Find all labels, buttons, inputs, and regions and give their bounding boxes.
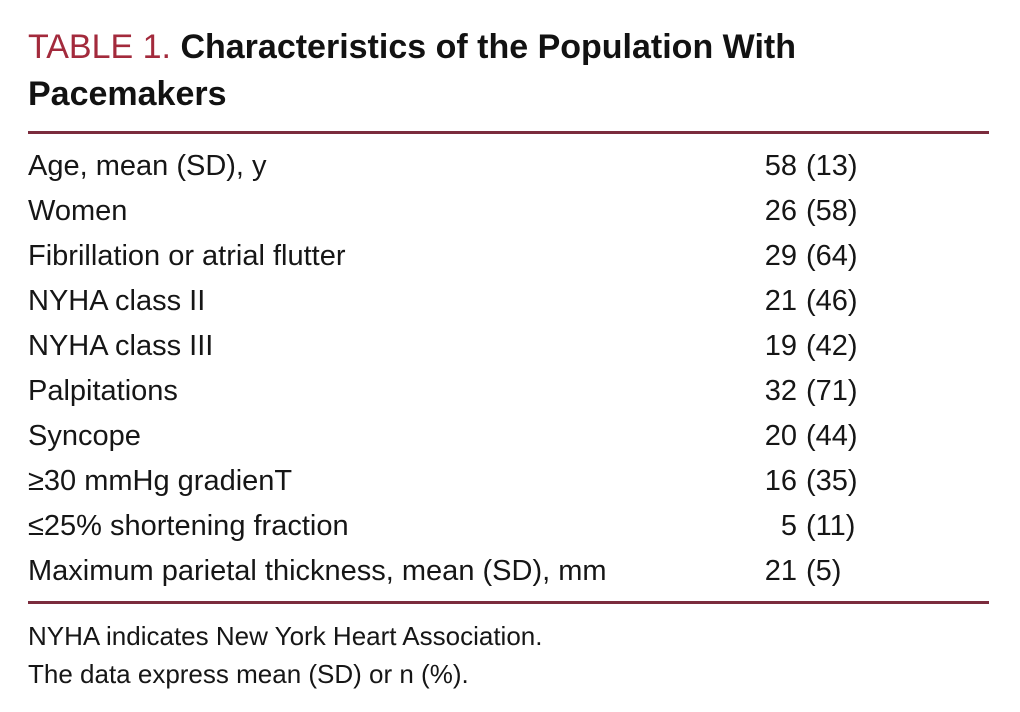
table-row: Age, mean (SD), y 58 (13)	[28, 144, 988, 189]
row-label: Maximum parietal thickness, mean (SD), m…	[28, 555, 607, 587]
table-title: TABLE 1. Characteristics of the Populati…	[28, 24, 938, 118]
row-label: Age, mean (SD), y	[28, 150, 267, 182]
row-value-paren: (11)	[806, 510, 856, 542]
row-label: Palpitations	[28, 375, 178, 407]
characteristics-table: Age, mean (SD), y 58 (13) Women 26 (58) Fi…	[28, 144, 988, 594]
row-value-paren: (35)	[806, 465, 858, 497]
row-value-n: 29	[764, 240, 797, 272]
table-row: Palpitations 32 (71)	[28, 369, 988, 414]
row-value-n: 19	[764, 330, 797, 362]
table-footnotes: NYHA indicates New York Heart Associatio…	[28, 617, 988, 693]
footnote-data-format: The data express mean (SD) or n (%).	[28, 659, 469, 689]
table-row: ≤25% shortening fraction 5 (11)	[28, 504, 988, 549]
table-row: NYHA class II 21 (46)	[28, 279, 988, 324]
row-value: 19 (42)	[760, 330, 858, 363]
row-value: 29 (64)	[760, 240, 858, 273]
table-row: Women 26 (58)	[28, 189, 988, 234]
row-value-n: 16	[764, 465, 797, 497]
row-value-paren: (44)	[806, 420, 858, 452]
row-value-n: 21	[764, 555, 797, 587]
row-value-n: 21	[764, 285, 797, 317]
row-label: ≤25% shortening fraction	[28, 510, 349, 542]
row-label: Women	[28, 195, 128, 227]
row-label: Syncope	[28, 420, 141, 452]
row-value: 32 (71)	[760, 375, 858, 408]
row-value: 26 (58)	[760, 195, 858, 228]
row-value-paren: (58)	[806, 195, 858, 227]
row-value-n: 32	[764, 375, 797, 407]
row-value-paren: (46)	[806, 285, 858, 317]
row-value-paren: (71)	[806, 375, 858, 407]
row-value-paren: (64)	[806, 240, 858, 272]
table-row: ≥30 mmHg gradienT 16 (35)	[28, 459, 988, 504]
row-value: 16 (35)	[760, 465, 858, 498]
row-label: Fibrillation or atrial flutter	[28, 240, 346, 272]
row-label: ≥30 mmHg gradienT	[28, 465, 293, 497]
row-value-paren: (13)	[806, 150, 858, 182]
table-row: Syncope 20 (44)	[28, 414, 988, 459]
row-value-paren: (5)	[806, 555, 842, 587]
table-row: Maximum parietal thickness, mean (SD), m…	[28, 549, 988, 594]
row-value-n: 20	[764, 420, 797, 452]
row-label: NYHA class III	[28, 330, 214, 362]
row-value: 5 (11)	[760, 510, 856, 543]
row-value-n: 26	[764, 195, 797, 227]
row-value: 21 (5)	[760, 555, 842, 588]
top-rule	[28, 131, 989, 134]
footnote-abbreviations: NYHA indicates New York Heart Associatio…	[28, 621, 543, 651]
row-value-n: 5	[780, 510, 797, 542]
row-value: 21 (46)	[760, 285, 858, 318]
row-value: 20 (44)	[760, 420, 858, 453]
row-value: 58 (13)	[760, 150, 858, 183]
table-row: NYHA class III 19 (42)	[28, 324, 988, 369]
table-row: Fibrillation or atrial flutter 29 (64)	[28, 234, 988, 279]
table-number-label: TABLE 1.	[28, 28, 171, 66]
bottom-rule	[28, 601, 989, 604]
row-label: NYHA class II	[28, 285, 206, 317]
row-value-n: 58	[764, 150, 797, 182]
table-title-text: Characteristics of the Population With P…	[28, 28, 796, 113]
row-value-paren: (42)	[806, 330, 858, 362]
